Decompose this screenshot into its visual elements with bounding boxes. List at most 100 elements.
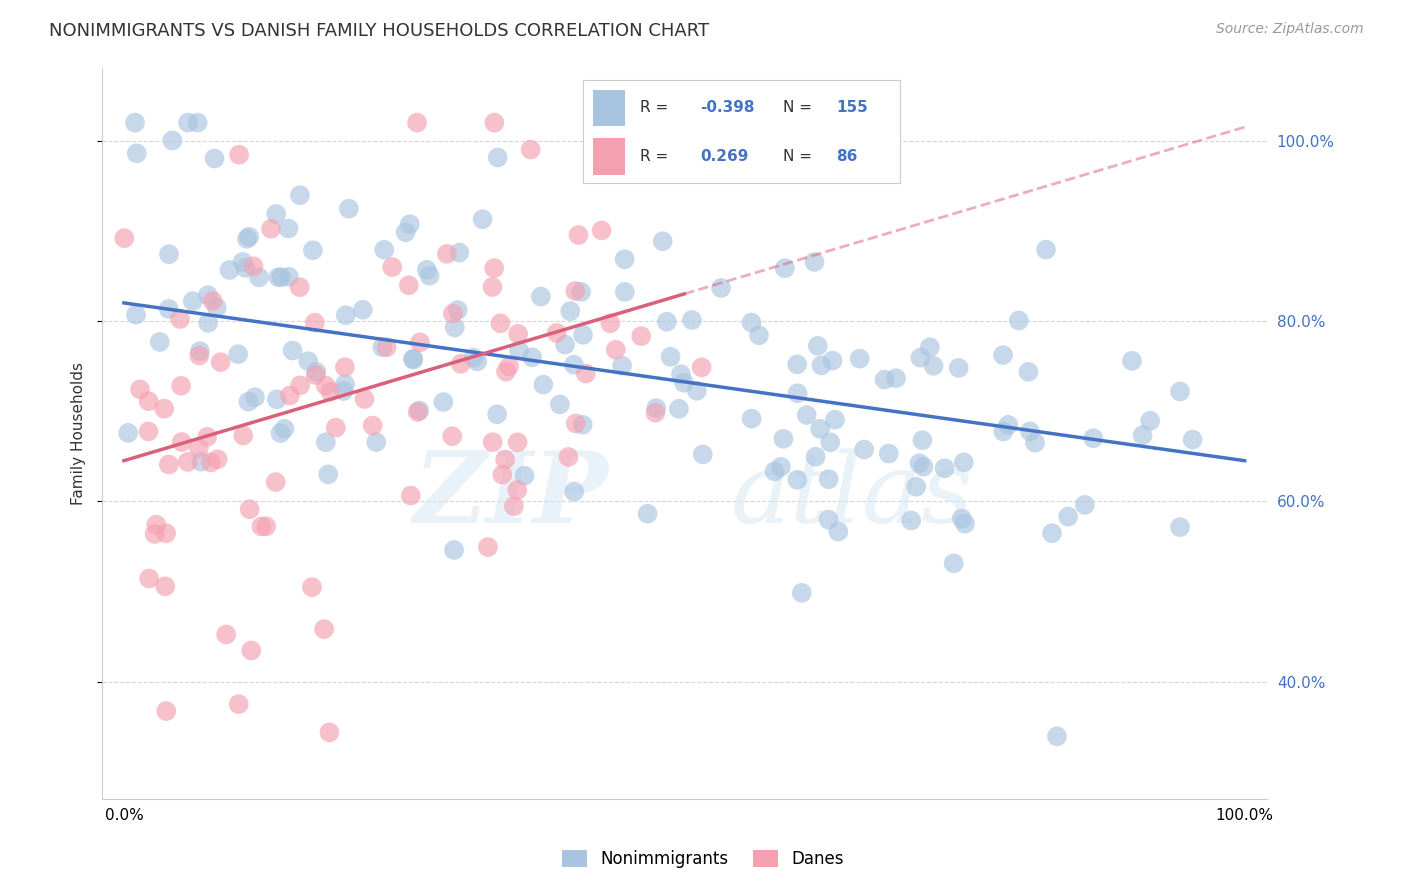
Point [508,343,530,358]
Point [681,313,703,327]
Point [419,268,441,283]
Point [335,308,357,322]
Point [934,461,956,475]
Point [187,115,209,129]
Point [481,280,503,294]
Point [155,704,177,718]
Point [1121,354,1143,368]
Point [908,456,931,470]
Point [254,519,277,533]
Point [316,467,339,482]
Point [260,221,283,235]
Point [277,221,299,235]
Point [314,622,336,636]
Point [790,586,813,600]
Point [910,351,932,365]
Point [124,115,146,129]
Point [557,450,579,464]
Point [1139,414,1161,428]
Point [269,426,291,441]
Point [1024,435,1046,450]
Point [1168,520,1191,534]
Point [900,513,922,527]
Point [824,412,846,426]
Point [408,403,430,417]
Point [304,368,326,382]
Point [443,320,465,334]
Point [240,643,263,657]
Point [277,269,299,284]
Point [157,458,180,472]
Point [506,326,529,341]
Point [399,217,422,231]
Point [918,340,941,354]
Point [1035,243,1057,257]
Point [804,450,827,464]
Point [741,411,763,425]
Point [337,202,360,216]
Text: 0.269: 0.269 [700,149,749,164]
Point [848,351,870,366]
Point [112,231,135,245]
Point [149,334,172,349]
Point [281,343,304,358]
Point [465,354,488,368]
Point [450,357,472,371]
Point [494,452,516,467]
Point [236,232,259,246]
Point [1008,313,1031,327]
Point [155,526,177,541]
Point [519,143,541,157]
Point [399,489,422,503]
Point [803,255,825,269]
Point [169,312,191,326]
Point [250,519,273,533]
Point [562,484,585,499]
Point [402,351,425,366]
Point [884,371,907,385]
Point [1019,425,1042,439]
Y-axis label: Family Households: Family Households [72,362,86,505]
Point [406,405,429,419]
Point [304,316,326,330]
Point [190,455,212,469]
Point [398,278,420,293]
Point [591,223,613,237]
Point [138,425,160,439]
Point [352,302,374,317]
Point [486,151,509,165]
Point [564,284,586,298]
Point [197,288,219,302]
Text: R =: R = [641,149,669,164]
Point [796,408,818,422]
Point [266,392,288,407]
Point [710,281,733,295]
Point [315,378,337,392]
Point [818,435,841,450]
Point [546,326,568,340]
Point [506,435,529,450]
Point [952,455,974,469]
Point [447,303,470,318]
Point [375,340,398,354]
Point [748,328,770,343]
Point [477,540,499,554]
Point [463,351,485,365]
Point [630,329,652,343]
Point [567,228,589,243]
Legend: Nonimmigrants, Danes: Nonimmigrants, Danes [555,843,851,875]
Point [997,417,1019,432]
Text: 86: 86 [837,149,858,164]
Point [125,146,148,161]
Point [1074,498,1097,512]
Point [692,447,714,461]
Point [333,377,356,392]
Point [873,373,896,387]
Point [669,368,692,382]
Point [238,394,260,409]
Point [273,422,295,436]
Point [942,557,965,571]
Point [200,455,222,469]
Point [226,347,249,361]
Point [371,340,394,354]
